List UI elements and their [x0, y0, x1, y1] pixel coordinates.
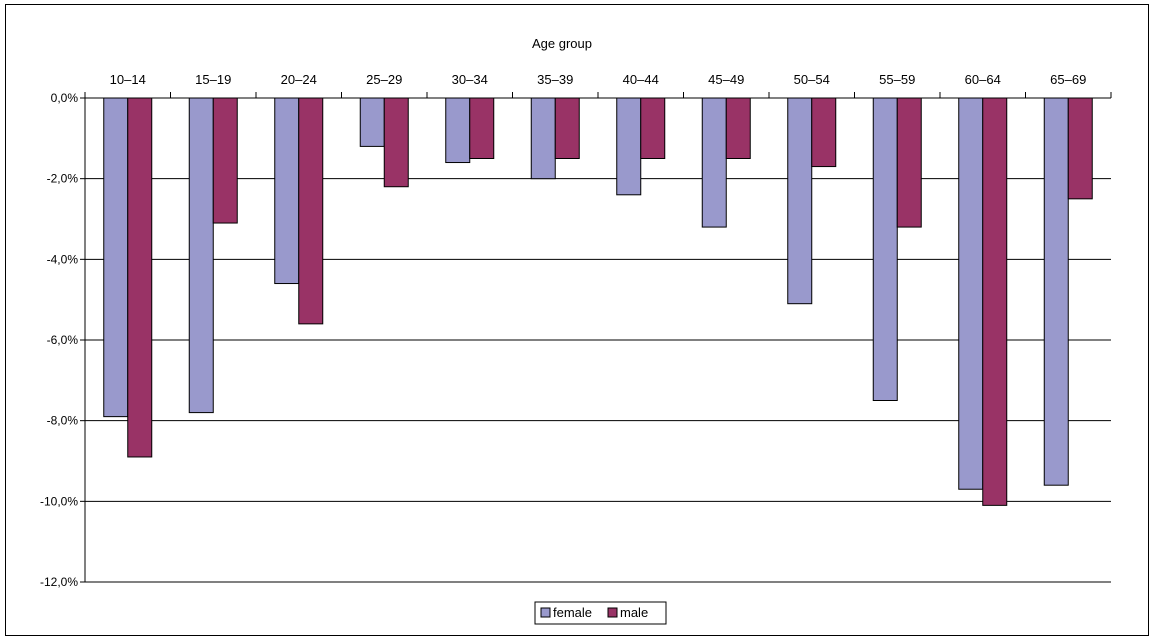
- x-axis-title: Age group: [532, 36, 592, 51]
- bar-male: [640, 97, 666, 159]
- x-tick-label: 45–49: [708, 72, 744, 87]
- bar-male: [1067, 97, 1093, 200]
- legend-label-female: female: [553, 605, 592, 620]
- bar-female: [188, 97, 214, 414]
- legend: female male: [534, 601, 667, 625]
- y-tick-label: -10,0%: [40, 494, 78, 508]
- y-tick-label: -4,0%: [47, 252, 79, 266]
- axes: [80, 92, 1112, 583]
- bar-chart: 0,0% -2,0% -4,0% -6,0% -8,0% -10,0% -12,0% 10–1…: [40, 36, 1112, 625]
- bar-male: [982, 97, 1008, 506]
- tick-labels: 0,0% -2,0% -4,0% -6,0% -8,0% -10,0% -12,0% 10–1…: [40, 72, 1086, 589]
- x-tick-label: 30–34: [452, 72, 488, 87]
- bar-female: [445, 97, 471, 164]
- bar-male: [212, 97, 238, 224]
- chart-frame: 0,0% -2,0% -4,0% -6,0% -8,0% -10,0% -12,0% 10–1…: [5, 4, 1149, 636]
- legend-swatch-male: [607, 607, 618, 618]
- bar-male: [298, 97, 324, 325]
- bar-male: [896, 97, 922, 228]
- bar-female: [103, 97, 129, 418]
- bar-male: [554, 97, 580, 159]
- bars: [103, 97, 1093, 506]
- y-tick-label: -2,0%: [47, 172, 79, 186]
- x-tick-label: 20–24: [281, 72, 317, 87]
- y-tick-label: -6,0%: [47, 333, 79, 347]
- y-tick-label: -12,0%: [40, 575, 78, 589]
- bar-female: [787, 97, 813, 305]
- bar-female: [274, 97, 300, 285]
- bar-female: [530, 97, 556, 180]
- bar-female: [958, 97, 984, 490]
- bar-female: [359, 97, 385, 147]
- x-tick-label: 55–59: [879, 72, 915, 87]
- x-tick-label: 35–39: [537, 72, 573, 87]
- bar-female: [1043, 97, 1069, 486]
- x-tick-label: 40–44: [623, 72, 659, 87]
- x-tick-label: 15–19: [195, 72, 231, 87]
- x-tick-label: 25–29: [366, 72, 402, 87]
- x-tick-label: 50–54: [794, 72, 830, 87]
- x-tick-label: 60–64: [965, 72, 1001, 87]
- bar-male: [725, 97, 751, 159]
- gridlines: [85, 178, 1111, 583]
- bar-female: [616, 97, 642, 196]
- x-tick-label: 10–14: [110, 72, 146, 87]
- legend-swatch-female: [540, 607, 551, 618]
- bar-male: [127, 97, 153, 458]
- bar-male: [469, 97, 495, 159]
- y-tick-label: 0,0%: [51, 91, 79, 105]
- bar-female: [701, 97, 727, 228]
- legend-box: [534, 601, 667, 625]
- bar-male: [811, 97, 837, 168]
- y-tick-label: -8,0%: [47, 414, 79, 428]
- bar-female: [872, 97, 898, 401]
- x-tick-label: 65–69: [1050, 72, 1086, 87]
- bar-male: [383, 97, 409, 188]
- legend-label-male: male: [620, 605, 648, 620]
